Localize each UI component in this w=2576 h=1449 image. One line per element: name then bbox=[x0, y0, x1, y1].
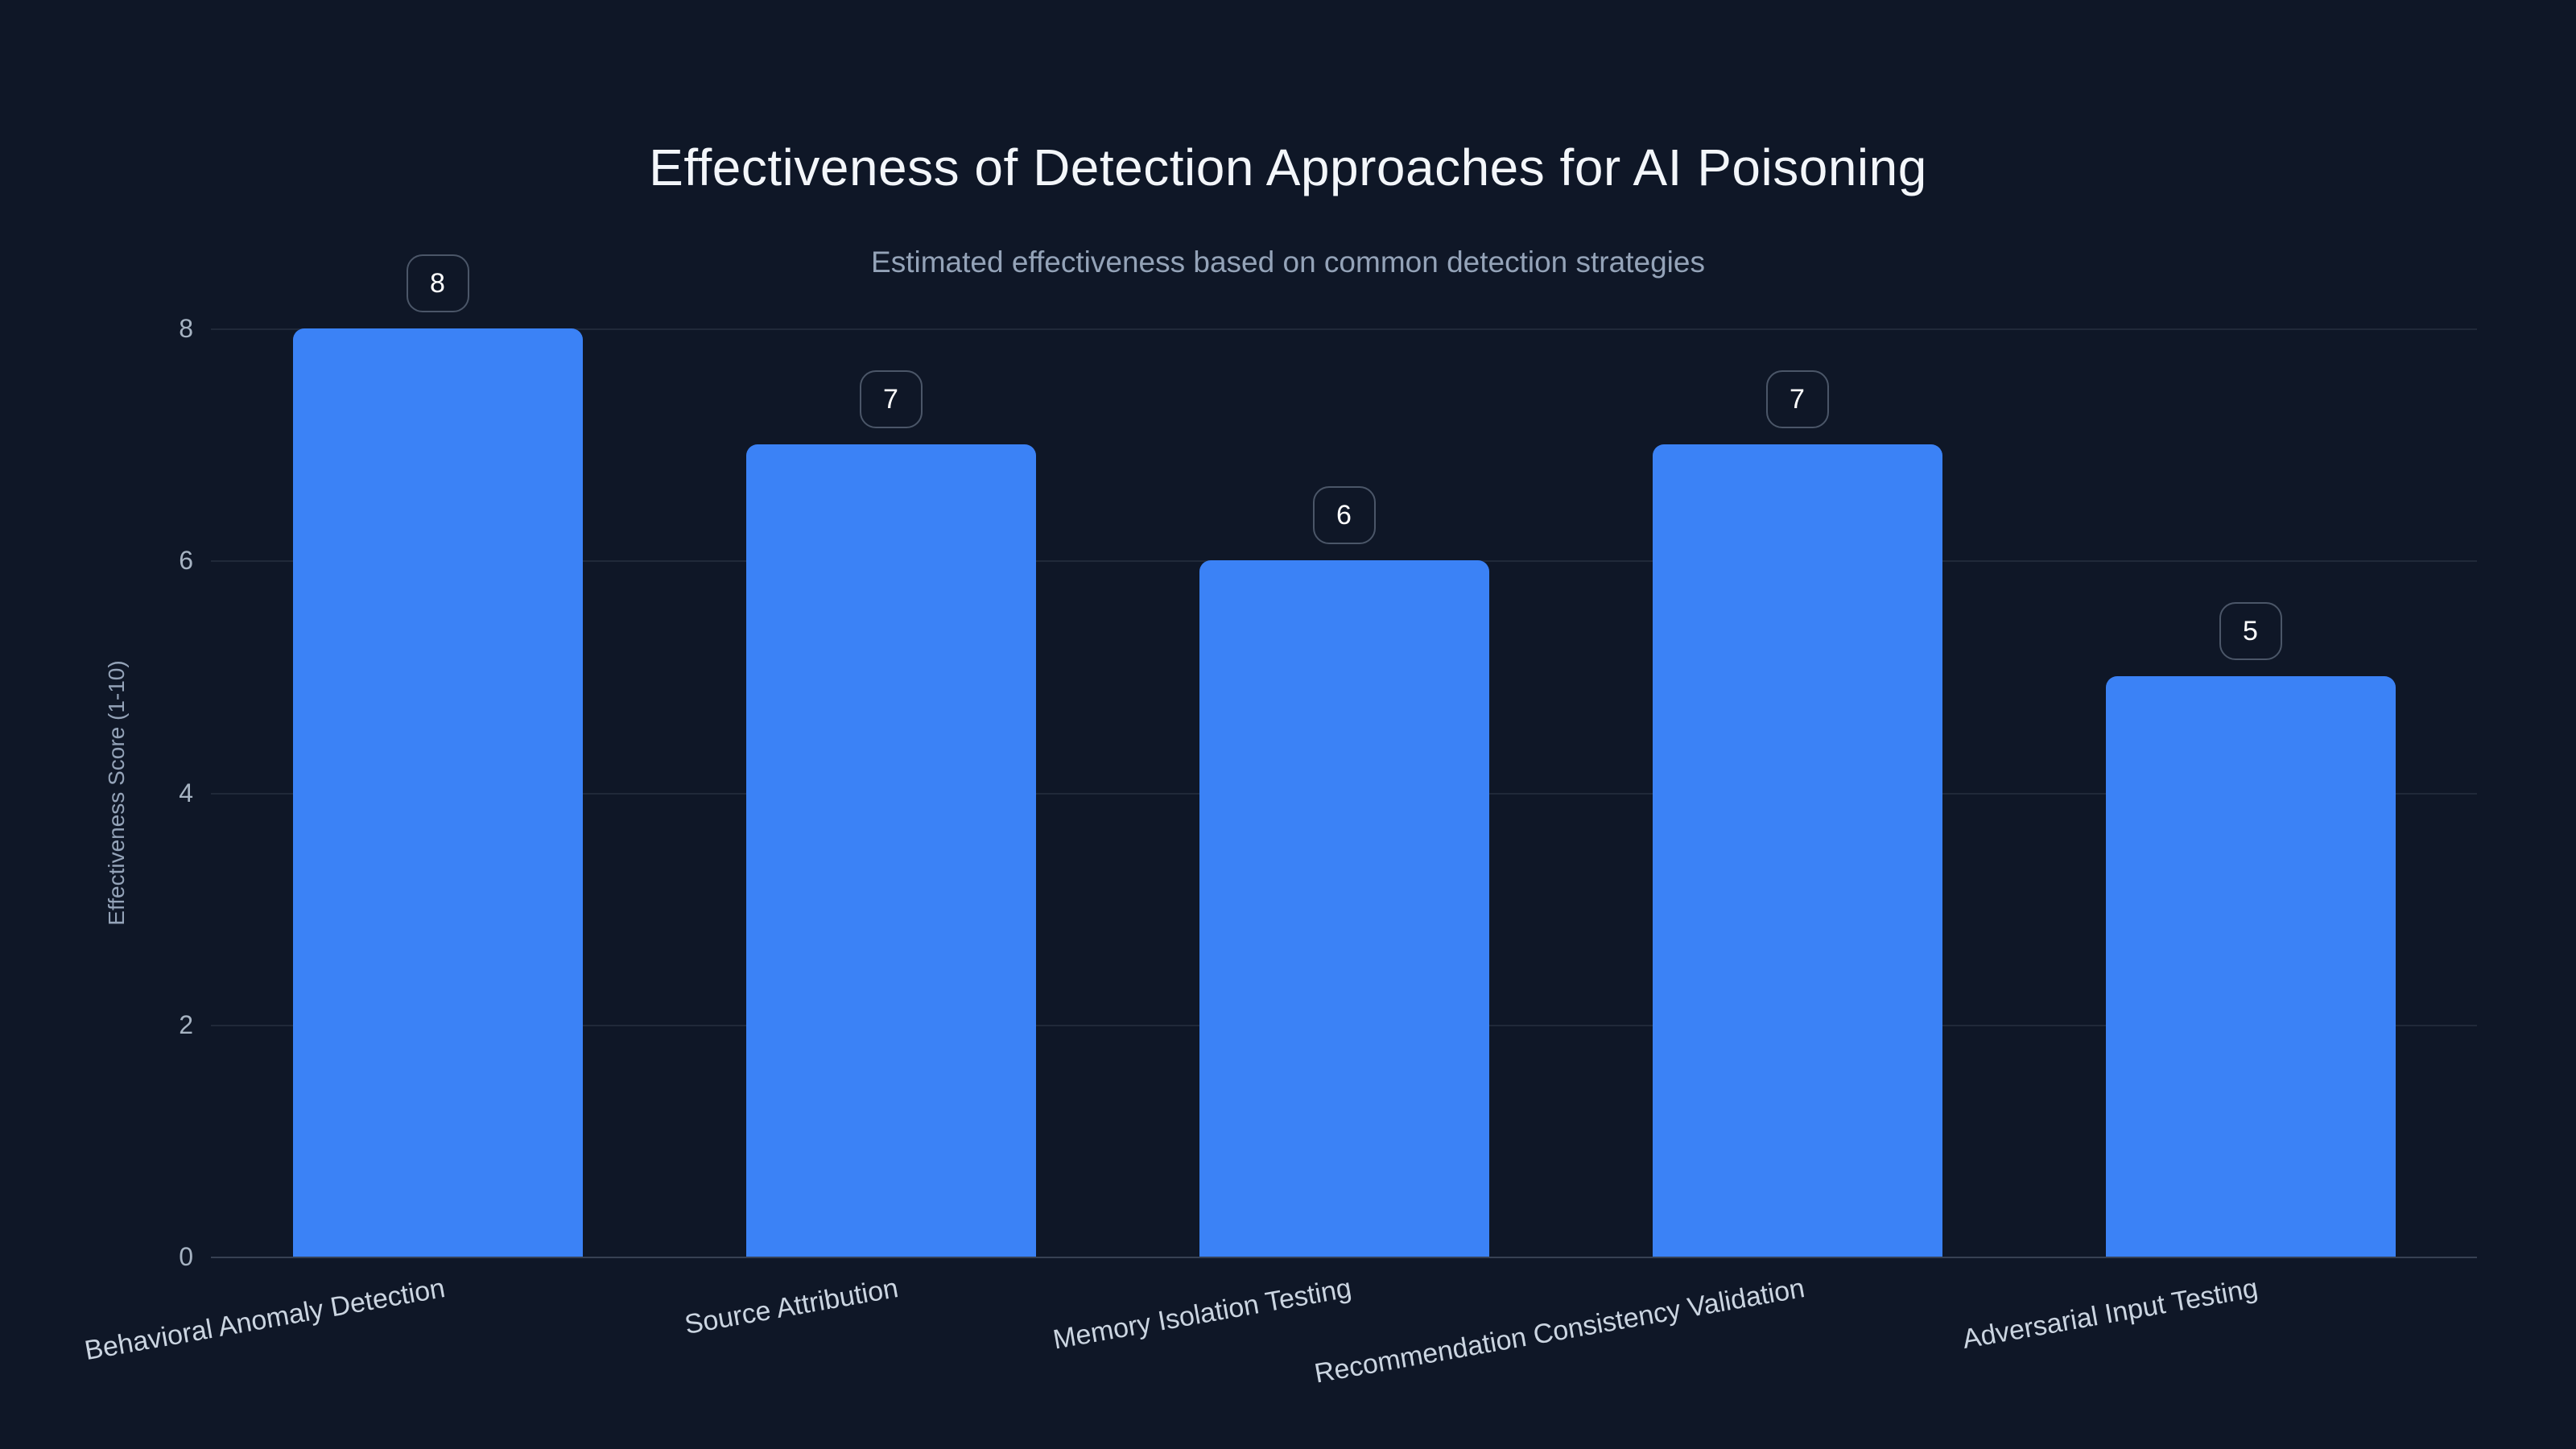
gridline-y-0 bbox=[211, 1257, 2477, 1258]
x-category-label-memory-isolation-testing: Memory Isolation Testing bbox=[1050, 1273, 1354, 1356]
y-tick-label-4: 4 bbox=[179, 778, 193, 807]
x-category-label-source-attribution: Source Attribution bbox=[682, 1273, 901, 1341]
bar-memory-isolation-testing[interactable] bbox=[1199, 560, 1489, 1257]
value-label-adversarial-input-testing: 5 bbox=[2219, 602, 2282, 661]
x-category-label-recommendation-consistency-validation: Recommendation Consistency Validation bbox=[1311, 1273, 1807, 1389]
bar-adversarial-input-testing[interactable] bbox=[2105, 676, 2396, 1257]
y-tick-label-8: 8 bbox=[179, 314, 193, 343]
y-tick-label-0: 0 bbox=[179, 1242, 193, 1271]
chart-subtitle: Estimated effectiveness based on common … bbox=[871, 246, 1705, 279]
chart-title: Effectiveness of Detection Approaches fo… bbox=[649, 138, 1927, 196]
plot-area: 0 2 4 6 8 8 Behavioral Anomaly Detection 7 Sourc… bbox=[82, 254, 2477, 1389]
bar-behavioral-anomaly-detection[interactable] bbox=[292, 328, 583, 1257]
x-category-label-adversarial-input-testing: Adversarial Input Testing bbox=[1959, 1273, 2260, 1355]
bar-source-attribution[interactable] bbox=[745, 444, 1036, 1257]
value-label-recommendation-consistency-validation: 7 bbox=[1765, 370, 1829, 429]
gridline-y-8 bbox=[211, 328, 2477, 330]
value-label-memory-isolation-testing: 6 bbox=[1312, 486, 1376, 545]
value-label-source-attribution: 7 bbox=[859, 370, 923, 429]
y-tick-label-6: 6 bbox=[179, 546, 193, 576]
bar-recommendation-consistency-validation[interactable] bbox=[1652, 444, 1942, 1257]
value-label-behavioral-anomaly-detection: 8 bbox=[406, 254, 469, 312]
y-tick-label-2: 2 bbox=[179, 1009, 193, 1039]
